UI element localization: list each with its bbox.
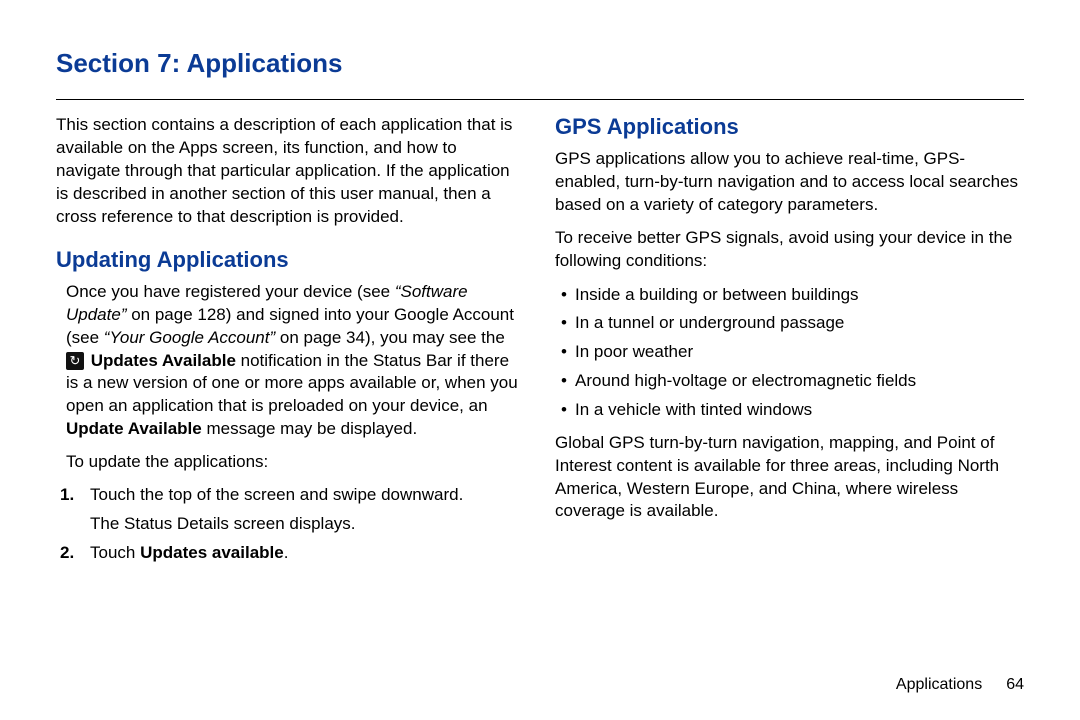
- step-number: 1.: [60, 484, 74, 507]
- list-item: Inside a building or between buildings: [561, 283, 1024, 307]
- list-item: In a vehicle with tinted windows: [561, 398, 1024, 422]
- footer-page-number: 64: [1006, 676, 1024, 693]
- updating-applications-heading: Updating Applications: [56, 247, 525, 273]
- list-item: In poor weather: [561, 340, 1024, 364]
- list-item: In a tunnel or underground passage: [561, 311, 1024, 335]
- page-footer: Applications 64: [896, 676, 1024, 694]
- right-column: GPS Applications GPS applications allow …: [555, 114, 1024, 571]
- para-text: on page 34), you may see the: [275, 328, 505, 347]
- updates-available-icon: ↻: [66, 352, 84, 370]
- step-1: 1. Touch the top of the screen and swipe…: [90, 484, 525, 536]
- title-divider: [56, 99, 1024, 100]
- gps-applications-heading: GPS Applications: [555, 114, 1024, 140]
- para-text: Once you have registered your device (se…: [66, 282, 395, 301]
- gps-paragraph-1: GPS applications allow you to achieve re…: [555, 148, 1024, 217]
- footer-section-label: Applications: [896, 676, 982, 693]
- xref-google-account[interactable]: “Your Google Account”: [104, 328, 275, 347]
- intro-paragraph: This section contains a description of e…: [56, 114, 525, 229]
- step-text: Touch the top of the screen and swipe do…: [90, 485, 463, 504]
- list-item: Around high-voltage or electromagnetic f…: [561, 369, 1024, 393]
- gps-paragraph-2: To receive better GPS signals, avoid usi…: [555, 227, 1024, 273]
- gps-paragraph-3: Global GPS turn-by-turn navigation, mapp…: [555, 432, 1024, 524]
- step-number: 2.: [60, 542, 74, 565]
- updates-available-action: Updates available: [140, 543, 284, 562]
- step-2: 2. Touch Updates available.: [90, 542, 525, 565]
- two-column-layout: This section contains a description of e…: [56, 114, 1024, 571]
- updating-paragraph-1: Once you have registered your device (se…: [56, 281, 525, 442]
- section-title: Section 7: Applications: [56, 48, 1024, 87]
- updating-steps-intro: To update the applications:: [56, 451, 525, 474]
- update-steps-list: 1. Touch the top of the screen and swipe…: [56, 484, 525, 565]
- step-text: .: [284, 543, 289, 562]
- updates-available-label: Updates Available: [91, 351, 236, 370]
- left-column: This section contains a description of e…: [56, 114, 525, 571]
- manual-page: Section 7: Applications This section con…: [0, 0, 1080, 720]
- step-text: Touch: [90, 543, 140, 562]
- step-subtext: The Status Details screen displays.: [90, 513, 525, 536]
- para-text: message may be displayed.: [202, 419, 417, 438]
- update-available-label: Update Available: [66, 419, 202, 438]
- gps-conditions-list: Inside a building or between buildings I…: [555, 283, 1024, 422]
